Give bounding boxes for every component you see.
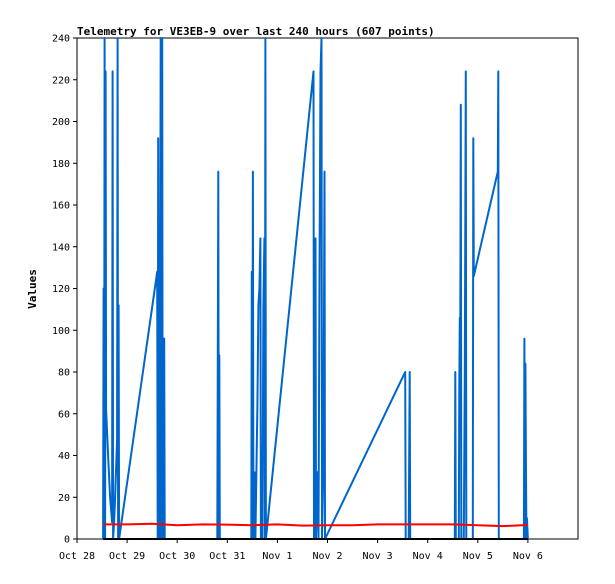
x-tick-label: Nov 6: [513, 551, 543, 562]
series-layer: [102, 37, 529, 540]
x-tick-label: Oct 31: [209, 551, 245, 562]
chart-title: Telemetry for VE3EB-9 over last 240 hour…: [77, 25, 435, 38]
x-tick-label: Nov 2: [312, 551, 342, 562]
x-tick-label: Oct 28: [59, 551, 95, 562]
y-tick-label: 140: [52, 242, 70, 253]
y-axis-label: Values: [26, 269, 39, 309]
y-tick-label: 20: [58, 493, 70, 504]
series-line-red: [103, 522, 528, 528]
x-tick-label: Nov 5: [463, 551, 493, 562]
x-tick-label: Oct 30: [159, 551, 195, 562]
x-axis: Oct 28 Oct 29 Oct 30 Oct 31 Nov 1 Nov 2 Nov 3 N…: [59, 539, 543, 562]
x-tick-label: Nov 3: [363, 551, 393, 562]
y-tick-label: 200: [52, 117, 70, 128]
y-tick-label: 0: [64, 535, 70, 546]
y-tick-label: 80: [58, 368, 70, 379]
x-tick-label: Nov 1: [262, 551, 292, 562]
x-tick-label: Oct 29: [109, 551, 145, 562]
y-tick-label: 60: [58, 409, 70, 420]
y-tick-label: 160: [52, 201, 70, 212]
x-tick-label: Nov 4: [413, 551, 443, 562]
y-tick-label: 120: [52, 284, 70, 295]
y-axis: 0 20 40 60 80 100 120 140 160 180 200 220 240: [52, 34, 77, 546]
y-tick-label: 100: [52, 326, 70, 337]
y-tick-label: 180: [52, 159, 70, 170]
y-tick-label: 220: [52, 75, 70, 86]
y-tick-label: 240: [52, 34, 70, 45]
y-tick-label: 40: [58, 451, 70, 462]
